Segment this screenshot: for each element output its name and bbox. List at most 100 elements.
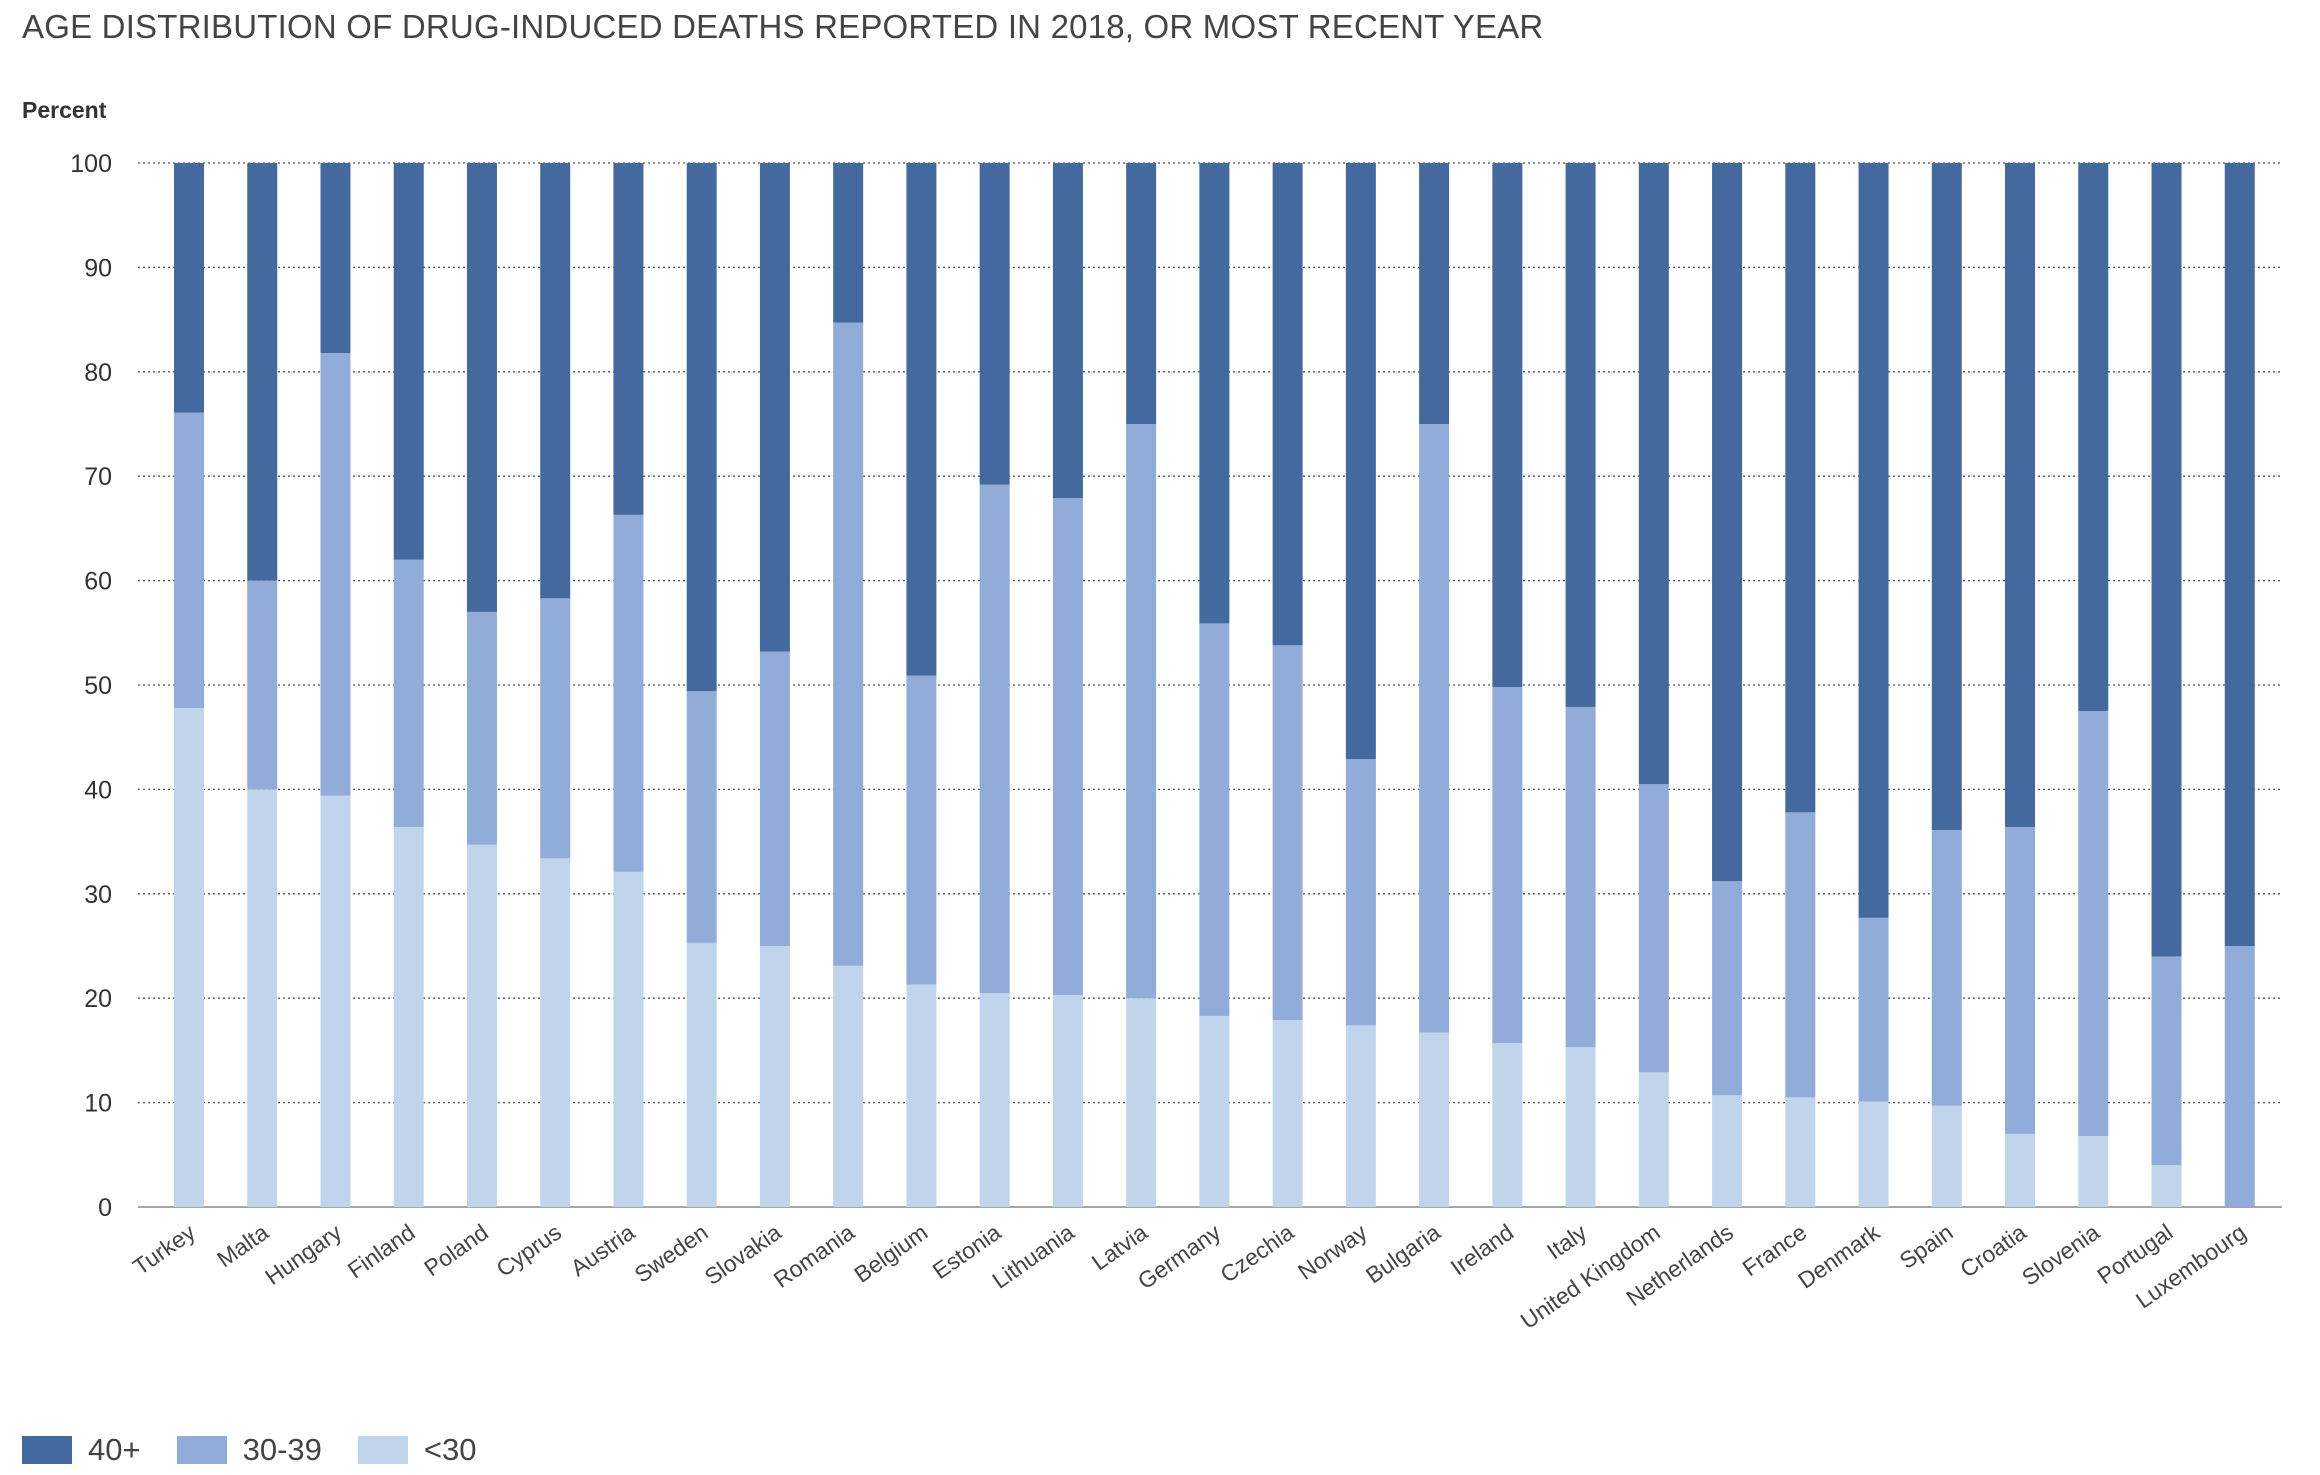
bar-segment — [686, 691, 717, 943]
bar-segment — [1565, 706, 1596, 1048]
x-tick-label: Ireland — [1446, 1219, 1519, 1281]
bar-segment — [1858, 917, 1889, 1102]
x-tick-label: Germany — [1133, 1219, 1226, 1295]
x-tick-label: Malta — [212, 1219, 273, 1273]
bar-segment — [320, 795, 351, 1207]
bar-segment — [2151, 163, 2182, 957]
bar-segment — [1199, 163, 1230, 624]
bar-segment — [759, 946, 790, 1207]
bar-segment — [1199, 1015, 1230, 1207]
x-tick-label: Romania — [769, 1219, 859, 1293]
bar-segment — [979, 484, 1010, 993]
bar-segment — [759, 163, 790, 652]
bars — [174, 163, 2255, 1207]
bar-segment — [906, 675, 937, 985]
y-axis-ticks: 0 10 20 30 40 50 60 70 80 90 100 — [70, 150, 112, 1222]
y-axis-label: Percent — [22, 97, 107, 123]
y-tick-label: 70 — [84, 463, 112, 491]
bar-segment — [466, 844, 497, 1207]
bar-segment — [1272, 1020, 1303, 1207]
x-tick-label: Czechia — [1215, 1219, 1298, 1288]
bar-segment — [174, 163, 204, 413]
bar-segment — [1419, 1032, 1450, 1207]
bar-segment — [1785, 163, 1816, 813]
bar-segment — [1052, 163, 1083, 499]
bar-segment — [2151, 1165, 2182, 1207]
bar-segment — [393, 163, 424, 560]
bar-segment — [1638, 1072, 1669, 1207]
bar-segment — [1638, 163, 1669, 785]
bar-segment — [2078, 163, 2109, 712]
legend-item: 30-39 — [176, 1432, 322, 1468]
bar-segment — [540, 598, 571, 859]
bar-segment — [1858, 1101, 1889, 1207]
bar-segment — [979, 163, 1010, 485]
bar-segment — [1126, 163, 1157, 424]
bar-segment — [2224, 163, 2255, 946]
bar-segment — [759, 651, 790, 946]
bar-segment — [1052, 498, 1083, 996]
x-tick-label: Turkey — [128, 1219, 200, 1280]
x-tick-label: Finland — [343, 1219, 420, 1284]
bar-segment — [1492, 1043, 1523, 1207]
bar-segment — [1272, 645, 1303, 1021]
bar-segment — [1126, 998, 1157, 1207]
bar-segment — [613, 163, 644, 515]
bar-segment — [1931, 163, 1962, 831]
bar-segment — [1492, 163, 1523, 688]
bar-segment — [320, 163, 351, 354]
y-tick-label: 10 — [84, 1090, 112, 1118]
legend-label: 30-39 — [242, 1432, 322, 1467]
legend-swatch — [357, 1436, 408, 1464]
bar-segment — [1712, 163, 1743, 882]
bar-segment — [1638, 784, 1669, 1073]
bar-segment — [1419, 163, 1450, 424]
x-tick-label: Austria — [566, 1219, 640, 1281]
bar-segment — [1785, 1097, 1816, 1207]
bar-segment — [1492, 687, 1523, 1044]
bar-segment — [1345, 1025, 1376, 1207]
bar-segment — [1199, 623, 1230, 1016]
legend-label: 40+ — [88, 1432, 141, 1467]
bar-segment — [1858, 163, 1889, 918]
x-tick-label: Denmark — [1793, 1219, 1885, 1294]
bar-segment — [2078, 1136, 2109, 1207]
x-tick-label: Norway — [1293, 1219, 1372, 1285]
x-tick-label: Belgium — [849, 1219, 932, 1288]
bar-segment — [466, 611, 497, 845]
y-tick-label: 30 — [84, 881, 112, 909]
bar-segment — [686, 163, 717, 692]
x-tick-label: Hungary — [260, 1219, 347, 1290]
bar-segment — [613, 514, 644, 872]
bar-segment — [2005, 163, 2036, 827]
legend-swatch — [22, 1436, 72, 1464]
bar-segment — [1565, 163, 1596, 707]
legend-swatch — [176, 1436, 227, 1464]
bar-segment — [393, 559, 424, 827]
y-tick-label: 20 — [84, 985, 112, 1013]
x-tick-label: Lithuania — [987, 1219, 1079, 1294]
chart-title: AGE DISTRIBUTION OF DRUG-INDUCED DEATHS … — [22, 8, 1544, 45]
y-tick-label: 100 — [70, 150, 112, 178]
bar-segment — [1272, 163, 1303, 646]
bar-segment — [2005, 826, 2036, 1134]
y-tick-label: 80 — [84, 359, 112, 387]
bar-segment — [174, 707, 204, 1207]
bar-segment — [833, 163, 864, 323]
y-tick-label: 90 — [84, 254, 112, 282]
bar-segment — [906, 984, 937, 1207]
bar-segment — [613, 871, 644, 1207]
bar-segment — [1712, 1095, 1743, 1207]
bar-segment — [1126, 424, 1157, 999]
bar-segment — [393, 826, 424, 1207]
bar-segment — [686, 942, 717, 1207]
legend: 40+ 30-39 <30 — [22, 1432, 512, 1468]
bar-segment — [2224, 946, 2255, 1207]
bar-segment — [466, 163, 497, 612]
bar-segment — [247, 163, 278, 581]
bar-segment — [1345, 163, 1376, 760]
bar-segment — [1345, 759, 1376, 1026]
bar-segment — [833, 322, 864, 966]
legend-label: <30 — [423, 1432, 477, 1467]
